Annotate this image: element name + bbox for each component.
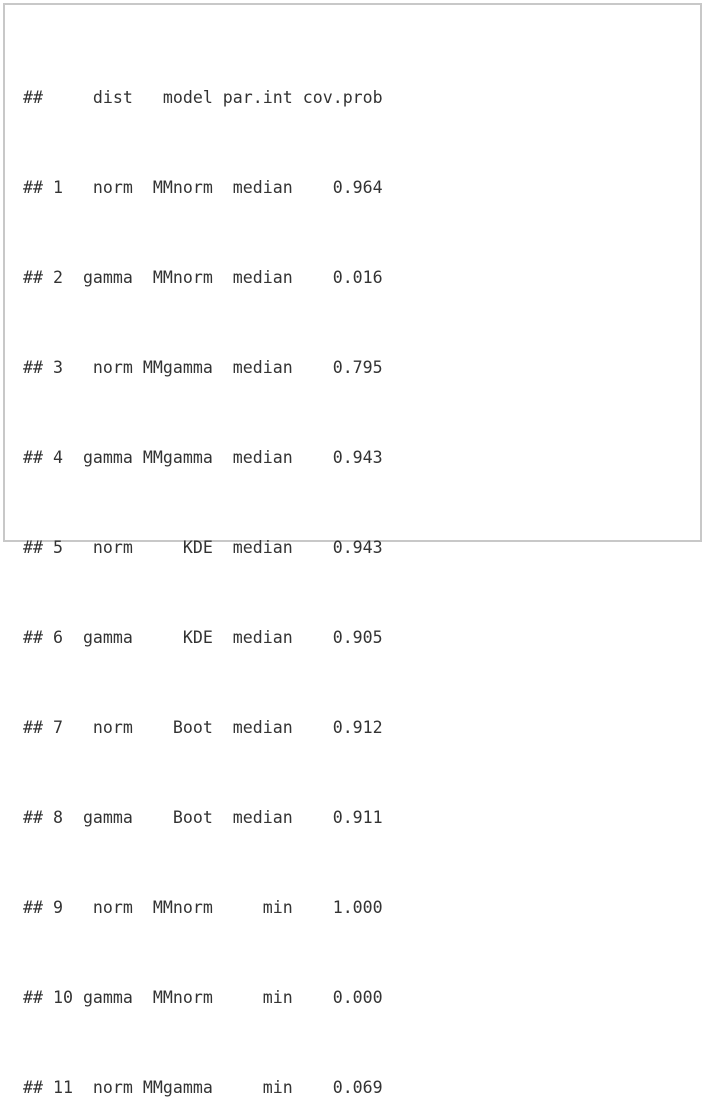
table-row: ## 10 gamma MMnorm min 0.000 [23, 988, 383, 1007]
table-row: ## 7 norm Boot median 0.912 [23, 718, 383, 737]
table-row: ## 6 gamma KDE median 0.905 [23, 628, 383, 647]
table-header-line: ## dist model par.int cov.prob [23, 88, 383, 107]
table-row: ## 4 gamma MMgamma median 0.943 [23, 448, 383, 467]
table-row: ## 2 gamma MMnorm median 0.016 [23, 268, 383, 287]
table-row: ## 3 norm MMgamma median 0.795 [23, 358, 383, 377]
table-row: ## 9 norm MMnorm min 1.000 [23, 898, 383, 917]
table-row: ## 1 norm MMnorm median 0.964 [23, 178, 383, 197]
console-output: ## dist model par.int cov.prob ## 1 norm… [23, 23, 383, 1098]
table-row: ## 5 norm KDE median 0.943 [23, 538, 383, 557]
table-row: ## 8 gamma Boot median 0.911 [23, 808, 383, 827]
table-row: ## 11 norm MMgamma min 0.069 [23, 1078, 383, 1097]
console-output-frame: ## dist model par.int cov.prob ## 1 norm… [3, 3, 702, 1097]
